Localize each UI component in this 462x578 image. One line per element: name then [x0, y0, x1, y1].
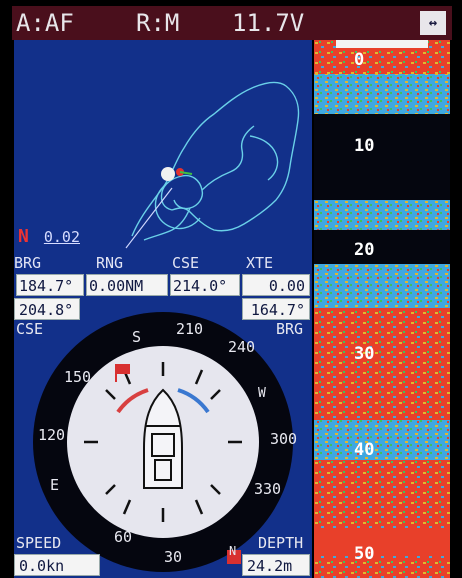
- sonar-band: [314, 200, 450, 230]
- ring-label-150: 150: [64, 368, 92, 386]
- heading-line: [125, 187, 173, 249]
- voltage-readout: 11.7V: [232, 9, 305, 37]
- ring-label-300: 300: [270, 430, 298, 448]
- waypoint-flag-icon: [116, 364, 130, 374]
- ring-label-120: 120: [38, 426, 66, 444]
- cog-vector: [179, 171, 193, 175]
- rng-header: RNG: [96, 254, 124, 272]
- sonar-echogram[interactable]: 0 10 20 30 40 50: [314, 40, 450, 578]
- brg-heading-value: 164.7°: [242, 298, 310, 320]
- depth-mark-20: 20: [354, 240, 375, 260]
- stbd-rudder-arc: [177, 388, 210, 414]
- nav-data-row: BRG RNG CSE XTE 184.7° 0.00NM 214.0° 0.0…: [14, 254, 312, 298]
- ring-label-30: 30: [164, 548, 183, 566]
- ring-label-240: 240: [228, 338, 256, 356]
- xte-value: 0.00: [242, 274, 310, 296]
- compass-panel: 204.8° CSE 164.7° BRG: [14, 298, 312, 578]
- status-bar: A:AF R:M 11.7V ↔: [12, 6, 452, 40]
- scale-value: 0.02: [43, 228, 80, 246]
- speed-label: SPEED: [16, 534, 62, 552]
- track-plot-svg: [125, 81, 300, 249]
- sonar-band: [314, 420, 450, 460]
- depth-mark-50: 50: [354, 544, 375, 564]
- autopilot-mode: A:AF: [16, 9, 74, 37]
- sonar-band: [314, 74, 450, 114]
- depth-mark-30: 30: [354, 344, 375, 364]
- ring-label-330: 330: [254, 480, 282, 498]
- track-plot[interactable]: N 0.02: [14, 40, 312, 254]
- cse-value: 214.0°: [170, 274, 240, 296]
- north-marker-icon: [227, 550, 241, 564]
- depth-label: DEPTH: [258, 534, 304, 552]
- vessel-position-marker: [161, 167, 175, 181]
- scale-indicator: N 0.02: [18, 226, 80, 247]
- brg-label: BRG: [276, 320, 304, 338]
- ring-label-e: E: [50, 476, 60, 494]
- depth-mark-0: 0: [354, 50, 365, 70]
- ring-label-s: S: [132, 328, 142, 346]
- depth-value: 24.2m: [242, 554, 310, 576]
- ring-label-n: N: [229, 544, 237, 558]
- north-up-icon: N: [18, 226, 29, 247]
- sonar-clear-water: [314, 230, 450, 264]
- pin-toggle-icon[interactable]: ↔: [420, 11, 446, 35]
- xte-header: XTE: [246, 254, 274, 272]
- left-panel: N 0.02 BRG RNG CSE XTE 184.7° 0.00NM 214…: [14, 40, 312, 578]
- track-lines: [131, 81, 300, 241]
- compass-rose: [33, 312, 293, 572]
- ring-label-60: 60: [114, 528, 133, 546]
- ring-label-210: 210: [176, 320, 204, 338]
- rudder-mode: R:M: [136, 9, 180, 37]
- sonar-bottom-band: [314, 528, 450, 554]
- depth-mark-40: 40: [354, 440, 375, 460]
- brg-header: BRG: [14, 254, 42, 272]
- brg-value: 184.7°: [16, 274, 84, 296]
- depth-mark-10: 10: [354, 136, 375, 156]
- sonar-band: [314, 264, 450, 308]
- speed-value: 0.0kn: [14, 554, 100, 576]
- sonar-header-bar: [336, 40, 428, 48]
- boat-icon: [143, 388, 183, 489]
- sonar-svg: [314, 40, 450, 578]
- ring-label-w: W: [258, 386, 266, 401]
- cse-label: CSE: [16, 320, 44, 338]
- rng-value: 0.00NM: [86, 274, 168, 296]
- port-rudder-arc: [116, 388, 149, 414]
- cse-header: CSE: [172, 254, 200, 272]
- cse-heading-value: 204.8°: [14, 298, 80, 320]
